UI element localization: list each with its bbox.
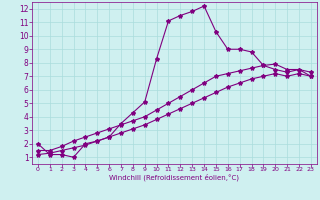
X-axis label: Windchill (Refroidissement éolien,°C): Windchill (Refroidissement éolien,°C) xyxy=(109,174,239,181)
